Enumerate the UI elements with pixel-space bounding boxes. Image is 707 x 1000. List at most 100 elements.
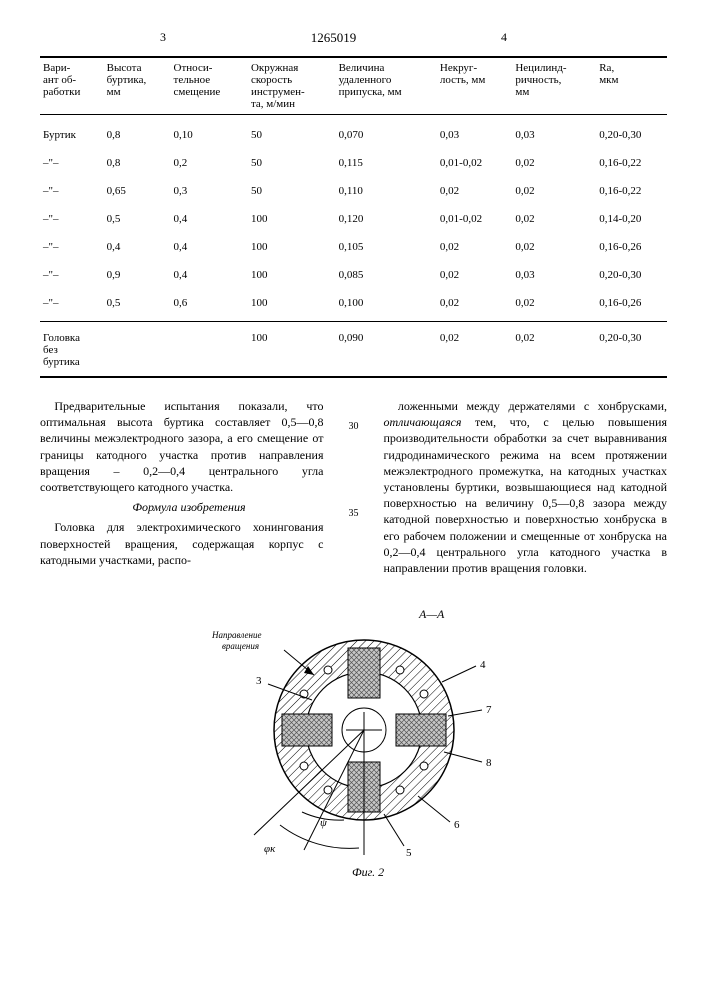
table-cell: 0,02 [512,322,596,378]
table-cell: 0,105 [336,233,437,261]
table-cell: 0,02 [437,322,512,378]
table-cell: 0,4 [171,261,248,289]
table-cell: 0,090 [336,322,437,378]
table-cell: 0,5 [104,289,171,322]
rotation-label-line1: Направление [211,630,262,640]
right-column: ложенными между держателями с хонбрускам… [384,398,668,580]
table-cell: 0,02 [437,289,512,322]
table-cell: 0,4 [104,233,171,261]
table-cell: 0,120 [336,205,437,233]
table-cell: 100 [248,322,336,378]
table-row: –"–0,50,41000,1200,01-0,020,020,14-0,20 [40,205,667,233]
paragraph: Предварительные испытания показали, что … [40,398,324,495]
table-cell: –"– [40,233,104,261]
table-cell: 0,02 [437,261,512,289]
holder [348,648,380,698]
table-cell: 0,115 [336,149,437,177]
body-text: Предварительные испытания показали, что … [40,398,667,580]
table-cell: –"– [40,177,104,205]
table-row: –"–0,90,41000,0850,020,030,20-0,30 [40,261,667,289]
angle-psi: ψ [320,817,327,829]
table-col-header: Вари-ант об-работки [40,57,104,115]
table-col-header: Высотабуртика,мм [104,57,171,115]
table-cell: 0,14-0,20 [596,205,667,233]
figure: А—А Направл [40,600,667,884]
table-cell: 100 [248,233,336,261]
table-cell: 0,5 [104,205,171,233]
table-cell: 0,085 [336,261,437,289]
page-num-left: 3 [160,30,166,46]
table-cell: –"– [40,261,104,289]
table-cell: 50 [248,177,336,205]
table-cell: 0,3 [171,177,248,205]
table-col-header: Величинаудаленногоприпуска, мм [336,57,437,115]
table-cell: 0,16-0,22 [596,149,667,177]
callout-num: 8 [486,757,492,769]
table-row: Буртик0,80,10500,0700,030,030,20-0,30 [40,115,667,150]
table-cell: 0,20-0,30 [596,322,667,378]
table-cell: 0,9 [104,261,171,289]
table-cell: 0,02 [512,149,596,177]
table-row: –"–0,50,61000,1000,020,020,16-0,26 [40,289,667,322]
table-cell: 0,16-0,22 [596,177,667,205]
table-row: –"–0,650,3500,1100,020,020,16-0,22 [40,177,667,205]
callout-num: 7 [486,704,492,716]
table-cell: –"– [40,149,104,177]
table-cell: 0,4 [171,233,248,261]
table-cell: 0,02 [437,233,512,261]
table-cell: 0,65 [104,177,171,205]
table-cell: 0,03 [512,115,596,150]
rotation-label-line2: вращения [222,641,259,651]
table-col-header: Нецилинд-ричность,мм [512,57,596,115]
table-cell: 0,4 [171,205,248,233]
figure-svg: А—А Направл [194,600,514,880]
table-cell: 0,8 [104,115,171,150]
callout-num: 3 [256,675,262,687]
table-col-header: Окружнаяскоростьинструмен-та, м/мин [248,57,336,115]
data-table: Вари-ант об-работкиВысотабуртика,ммОтнос… [40,56,667,378]
table-cell: 0,01-0,02 [437,149,512,177]
table-row: Головкабезбуртика1000,0900,020,020,20-0,… [40,322,667,378]
table-cell: 0,02 [512,233,596,261]
table-cell: 0,20-0,30 [596,115,667,150]
table-col-header: Относи-тельноесмещение [171,57,248,115]
line-number-gutter: 30 35 [344,398,364,580]
table-cell: 0,03 [437,115,512,150]
table-cell: 50 [248,149,336,177]
table-cell: 100 [248,205,336,233]
table-header-row: Вари-ант об-работкиВысотабуртика,ммОтнос… [40,57,667,115]
table-row: –"–0,40,41000,1050,020,020,16-0,26 [40,233,667,261]
table-cell: 0,02 [512,289,596,322]
document-number: 1265019 [311,30,357,46]
callout-num: 6 [454,819,460,831]
line-number: 30 [344,420,364,434]
table-cell: 0,16-0,26 [596,289,667,322]
table-cell: 0,8 [104,149,171,177]
table-cell: 100 [248,261,336,289]
table-cell: –"– [40,205,104,233]
page-num-right: 4 [501,30,507,46]
left-column: Предварительные испытания показали, что … [40,398,324,580]
table-body: Буртик0,80,10500,0700,030,030,20-0,30–"–… [40,115,667,378]
table-cell: 0,16-0,26 [596,233,667,261]
table-col-header: Ra,мкм [596,57,667,115]
line-number: 35 [344,507,364,521]
table-col-header: Некруг-лость, мм [437,57,512,115]
table-cell: 0,10 [171,115,248,150]
table-cell: 0,110 [336,177,437,205]
table-cell: 0,6 [171,289,248,322]
page-header: 3 1265019 4 [40,30,667,46]
callout-num: 5 [406,847,412,859]
paragraph: Головка для электрохимического хонингова… [40,519,324,568]
table-cell: –"– [40,289,104,322]
table-cell: 0,2 [171,149,248,177]
table-cell: 50 [248,115,336,150]
callout-num: 4 [480,659,486,671]
table-cell: Буртик [40,115,104,150]
table-cell: Головкабезбуртика [40,322,104,378]
table-cell: 0,02 [437,177,512,205]
table-cell [171,322,248,378]
table-cell: 0,100 [336,289,437,322]
table-cell: 0,02 [512,177,596,205]
formula-heading: Формула изобретения [40,499,324,515]
